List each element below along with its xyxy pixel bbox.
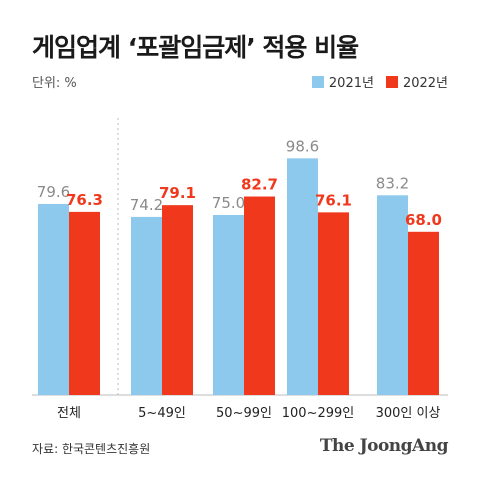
bar-2021-4 [377, 195, 408, 395]
legend: 2021년 2022년 [300, 72, 448, 91]
source-text: 자료: 한국콘텐츠진흥원 [32, 442, 151, 456]
legend-swatch-2022 [385, 75, 398, 88]
chart-title: 게임업계 ‘포괄임금제’ 적용 비율 [32, 33, 359, 62]
bar-2022-4 [408, 231, 439, 395]
data-label-2021-2: 75.0 [212, 194, 245, 212]
unit-label: 단위: % [32, 76, 77, 91]
data-label-2022-0: 76.3 [66, 191, 103, 209]
brand-logo-text: The JoongAng [319, 436, 449, 456]
data-label-2022-4: 68.0 [405, 211, 442, 229]
category-label-4: 300인 이상 [376, 406, 441, 421]
bar-2022-0 [69, 211, 100, 395]
bar-2022-3 [318, 212, 349, 395]
data-label-2021-3: 98.6 [286, 137, 319, 155]
data-label-2022-3: 76.1 [315, 191, 352, 209]
legend-swatch-2021 [311, 75, 324, 88]
data-label-2022-1: 79.1 [159, 184, 196, 202]
category-label-2: 50~99인 [216, 406, 272, 421]
category-label-0: 전체 [57, 406, 81, 421]
category-label-1: 5~49인 [138, 406, 186, 421]
bar-2021-3 [287, 158, 318, 395]
bar-2021-2 [213, 215, 244, 395]
category-label-3: 100~299인 [282, 406, 354, 421]
legend-label-2021: 2021년 [328, 76, 374, 91]
data-label-2022-2: 82.7 [241, 176, 278, 194]
legend-item-2021: 2021년 [311, 72, 374, 91]
bar-2022-1 [162, 205, 193, 395]
bar-2022-2 [244, 196, 275, 395]
data-label-2021-1: 74.2 [130, 196, 163, 214]
legend-item-2022: 2022년 [385, 72, 448, 91]
data-label-2021-0: 79.6 [37, 183, 70, 201]
legend-label-2022: 2022년 [402, 76, 448, 91]
data-label-2021-4: 83.2 [376, 174, 409, 192]
bar-2021-1 [131, 216, 162, 395]
bar-2021-0 [38, 203, 69, 395]
